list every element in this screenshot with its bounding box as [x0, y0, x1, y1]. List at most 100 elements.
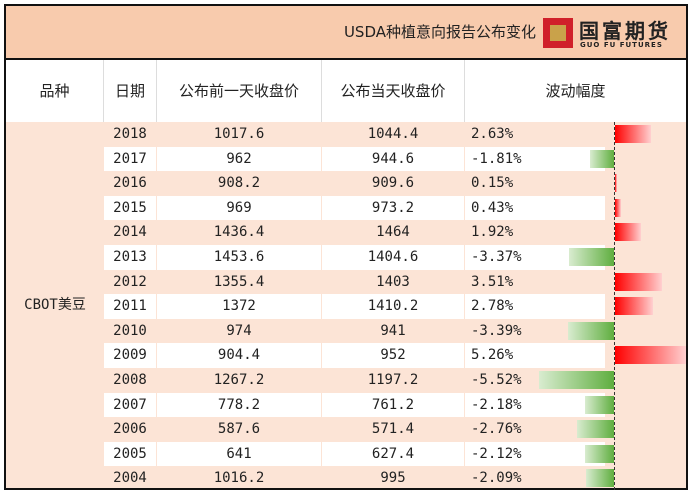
year-cell: 2013 — [104, 245, 156, 270]
change-bar — [615, 346, 686, 365]
header-change: 波动幅度 — [545, 82, 606, 100]
table-row: 2006 587.6 571.4 -2.76% — [6, 417, 686, 442]
table-row: 2011 1372 1410.2 2.78% — [6, 294, 686, 319]
before-close-cell: 1372 — [157, 294, 321, 319]
table-row: 2012 1355.4 1403 3.51% — [6, 270, 686, 295]
before-close-cell: 1355.4 — [213, 273, 265, 290]
change-bar — [615, 198, 621, 217]
logo-text-cn: 国富期货 — [579, 19, 671, 43]
change-cell: 1.92% — [471, 224, 514, 241]
after-close-cell: 571.4 — [371, 421, 415, 438]
company-logo: 国富期货 GUO FU FUTURES — [543, 18, 683, 50]
change-cell: 0.43% — [465, 195, 605, 221]
change-bar — [615, 272, 663, 291]
before-close-cell: 587.6 — [217, 421, 261, 438]
change-cell: -2.12% — [465, 441, 605, 467]
before-close-cell: 778.2 — [157, 392, 321, 418]
zero-axis — [614, 122, 615, 490]
before-close-cell: 1016.2 — [213, 470, 265, 487]
after-close-cell: 1410.2 — [322, 294, 464, 319]
after-close-cell: 941 — [380, 322, 406, 339]
table-row: 2007 778.2 761.2 -2.18% — [6, 392, 686, 418]
table-title: USDA种植意向报告公布变化 — [343, 23, 536, 41]
table-row: 2017 962 944.6 -1.81% — [6, 146, 686, 172]
table-row: 2004 1016.2 995 -2.09% — [6, 466, 686, 491]
change-cell: -2.09% — [471, 470, 522, 487]
change-cell: 5.26% — [465, 343, 605, 368]
year-cell: 2018 — [113, 126, 147, 142]
year-cell: 2017 — [104, 146, 156, 172]
change-bar — [585, 444, 614, 463]
change-cell: 2.63% — [471, 126, 514, 142]
table-row: 2005 641 627.4 -2.12% — [6, 441, 686, 467]
change-bar — [589, 149, 614, 168]
change-cell: 3.51% — [471, 273, 514, 290]
change-cell: -2.76% — [471, 421, 522, 438]
year-cell: 2009 — [104, 343, 156, 368]
change-cell: 2.78% — [465, 294, 605, 319]
after-close-cell: 995 — [380, 470, 406, 487]
after-close-cell: 952 — [322, 343, 464, 368]
year-cell: 2006 — [113, 421, 147, 438]
change-cell: -2.18% — [465, 392, 605, 418]
year-cell: 2014 — [113, 224, 147, 241]
table-row: 2014 1436.4 1464 1.92% — [6, 220, 686, 245]
table-row: 2008 1267.2 1197.2 -5.52% — [6, 368, 686, 393]
change-bar — [568, 321, 614, 340]
change-bar — [539, 371, 614, 389]
table-row: 2016 908.2 909.6 0.15% — [6, 171, 686, 196]
change-bar — [615, 223, 641, 242]
before-close-cell: 1453.6 — [157, 245, 321, 270]
change-cell: -1.81% — [465, 146, 605, 172]
table-row: 2010 974 941 -3.39% — [6, 319, 686, 344]
year-cell: 2004 — [113, 470, 147, 487]
after-close-cell: 944.6 — [322, 146, 464, 172]
before-close-cell: 908.2 — [217, 175, 261, 192]
table-row: 2009 904.4 952 5.26% — [6, 343, 686, 368]
year-cell: 2012 — [113, 273, 147, 290]
before-close-cell: 1436.4 — [213, 224, 265, 241]
after-close-cell: 909.6 — [371, 175, 415, 192]
after-close-cell: 1464 — [376, 224, 410, 241]
change-cell: -5.52% — [471, 372, 522, 388]
change-bar — [568, 248, 614, 266]
year-cell: 2015 — [104, 195, 156, 221]
table-row: 2015 969 973.2 0.43% — [6, 195, 686, 221]
change-bar — [585, 469, 614, 488]
change-bar — [615, 125, 651, 143]
before-close-cell: 904.4 — [157, 343, 321, 368]
year-cell: 2007 — [104, 392, 156, 418]
after-close-cell: 1403 — [376, 273, 410, 290]
after-close-cell: 973.2 — [322, 195, 464, 221]
year-cell: 2005 — [104, 441, 156, 467]
change-bar — [615, 174, 618, 193]
year-cell: 2008 — [113, 372, 147, 388]
before-close-cell: 969 — [157, 195, 321, 221]
after-close-cell: 761.2 — [322, 392, 464, 418]
variety-cell: CBOT美豆 — [24, 297, 86, 313]
header-after-close: 公布当天收盘价 — [322, 60, 465, 122]
change-cell: 0.15% — [471, 175, 514, 192]
year-cell: 2010 — [113, 322, 147, 339]
change-cell: -3.39% — [471, 322, 522, 339]
header-variety: 品种 — [6, 60, 104, 122]
year-cell: 2011 — [104, 294, 156, 319]
before-close-cell: 974 — [226, 322, 252, 339]
before-close-cell: 641 — [157, 441, 321, 467]
change-bar — [615, 297, 653, 316]
logo-icon — [543, 18, 573, 48]
after-close-cell: 627.4 — [322, 441, 464, 467]
after-close-cell: 1197.2 — [367, 372, 419, 388]
before-close-cell: 1017.6 — [213, 126, 265, 142]
after-close-cell: 1044.4 — [367, 126, 419, 142]
table-row: 2018 1017.6 1044.4 2.63% — [6, 122, 686, 147]
change-bar — [576, 420, 614, 439]
header-before-close: 公布前一天收盘价 — [157, 60, 322, 122]
table-row: 2013 1453.6 1404.6 -3.37% — [6, 245, 686, 270]
change-bar — [584, 395, 614, 414]
after-close-cell: 1404.6 — [322, 245, 464, 270]
before-close-cell: 962 — [157, 146, 321, 172]
year-cell: 2016 — [113, 175, 147, 192]
title-bar: USDA种植意向报告公布变化 国富期货 GUO FU FUTURES — [6, 6, 686, 60]
header-date: 日期 — [104, 60, 157, 122]
